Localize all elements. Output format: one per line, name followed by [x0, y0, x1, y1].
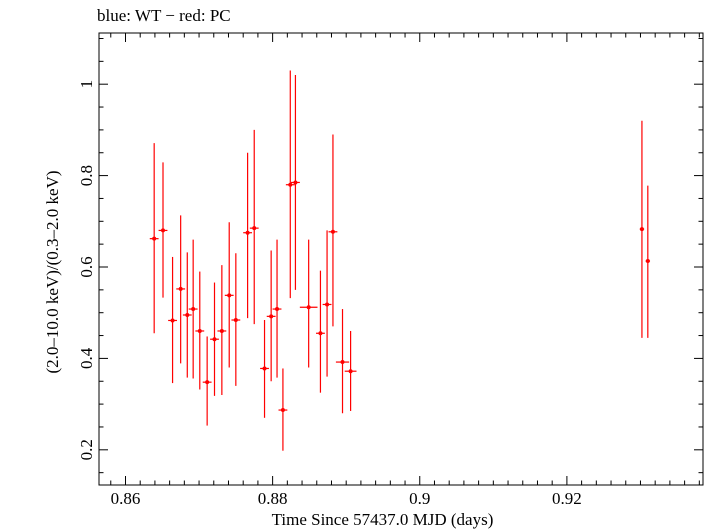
data-marker [269, 314, 274, 319]
data-point [210, 282, 219, 396]
data-point [243, 152, 253, 319]
data-point [328, 134, 338, 327]
chart-title: blue: WT − red: PC [97, 6, 231, 25]
x-tick-label: 0.88 [258, 489, 288, 508]
data-marker [178, 286, 183, 291]
data-point [231, 253, 241, 386]
data-marker [170, 318, 175, 323]
data-point [182, 252, 192, 378]
data-marker [161, 228, 166, 233]
data-marker [348, 369, 353, 374]
y-tick-label: 0.6 [77, 256, 96, 277]
y-tick-label: 0.8 [77, 165, 96, 186]
data-marker [288, 182, 293, 187]
data-point [260, 320, 269, 418]
data-marker [275, 307, 280, 312]
data-marker [330, 229, 335, 234]
data-marker [262, 366, 267, 371]
axis-ticks: 0.86 0.88 0.9 0.92 0.2 0.4 0.6 0.8 1 [77, 33, 703, 508]
data-point [335, 309, 350, 414]
data-point [639, 120, 645, 338]
y-tick-label: 0.4 [77, 347, 96, 369]
y-tick-label: 1 [77, 80, 96, 89]
data-marker [340, 360, 345, 365]
data-points [149, 70, 651, 451]
data-point [188, 239, 198, 379]
data-marker [245, 230, 250, 235]
data-point [217, 265, 227, 395]
data-point [299, 239, 318, 368]
data-point [285, 70, 295, 299]
data-point [266, 250, 276, 382]
data-marker [219, 328, 224, 333]
data-point [149, 143, 159, 334]
data-point [322, 230, 332, 377]
data-marker [233, 318, 238, 323]
data-point [195, 271, 205, 390]
data-marker [293, 180, 298, 185]
x-tick-label: 0.9 [409, 489, 430, 508]
data-point [224, 222, 234, 368]
data-marker [191, 307, 196, 312]
y-axis-label: (2.0–10.0 keV)/(0.3–2.0 keV) [43, 170, 62, 374]
data-point [272, 239, 282, 378]
data-marker [645, 259, 650, 264]
data-marker [325, 302, 330, 307]
data-marker [152, 236, 157, 241]
data-marker [205, 380, 210, 385]
data-point [645, 185, 651, 338]
data-marker [227, 293, 232, 298]
data-point [316, 270, 325, 393]
x-axis-label: Time Since 57437.0 MJD (days) [271, 510, 494, 529]
data-marker [197, 328, 202, 333]
data-point [176, 215, 186, 364]
data-point [158, 162, 168, 298]
plot-frame [98, 32, 704, 486]
data-point [278, 368, 288, 451]
x-tick-label: 0.86 [111, 489, 141, 508]
data-marker [306, 305, 311, 310]
data-marker [212, 337, 217, 342]
y-tick-label: 0.2 [77, 439, 96, 460]
data-marker [639, 227, 644, 232]
data-point [249, 129, 259, 325]
data-marker [280, 408, 285, 413]
data-point [344, 330, 357, 411]
x-tick-label: 0.92 [552, 489, 582, 508]
data-point [202, 336, 212, 426]
data-marker [252, 226, 257, 231]
data-marker [185, 312, 190, 317]
data-point [168, 256, 177, 384]
data-point [291, 75, 300, 290]
data-marker [318, 331, 323, 336]
